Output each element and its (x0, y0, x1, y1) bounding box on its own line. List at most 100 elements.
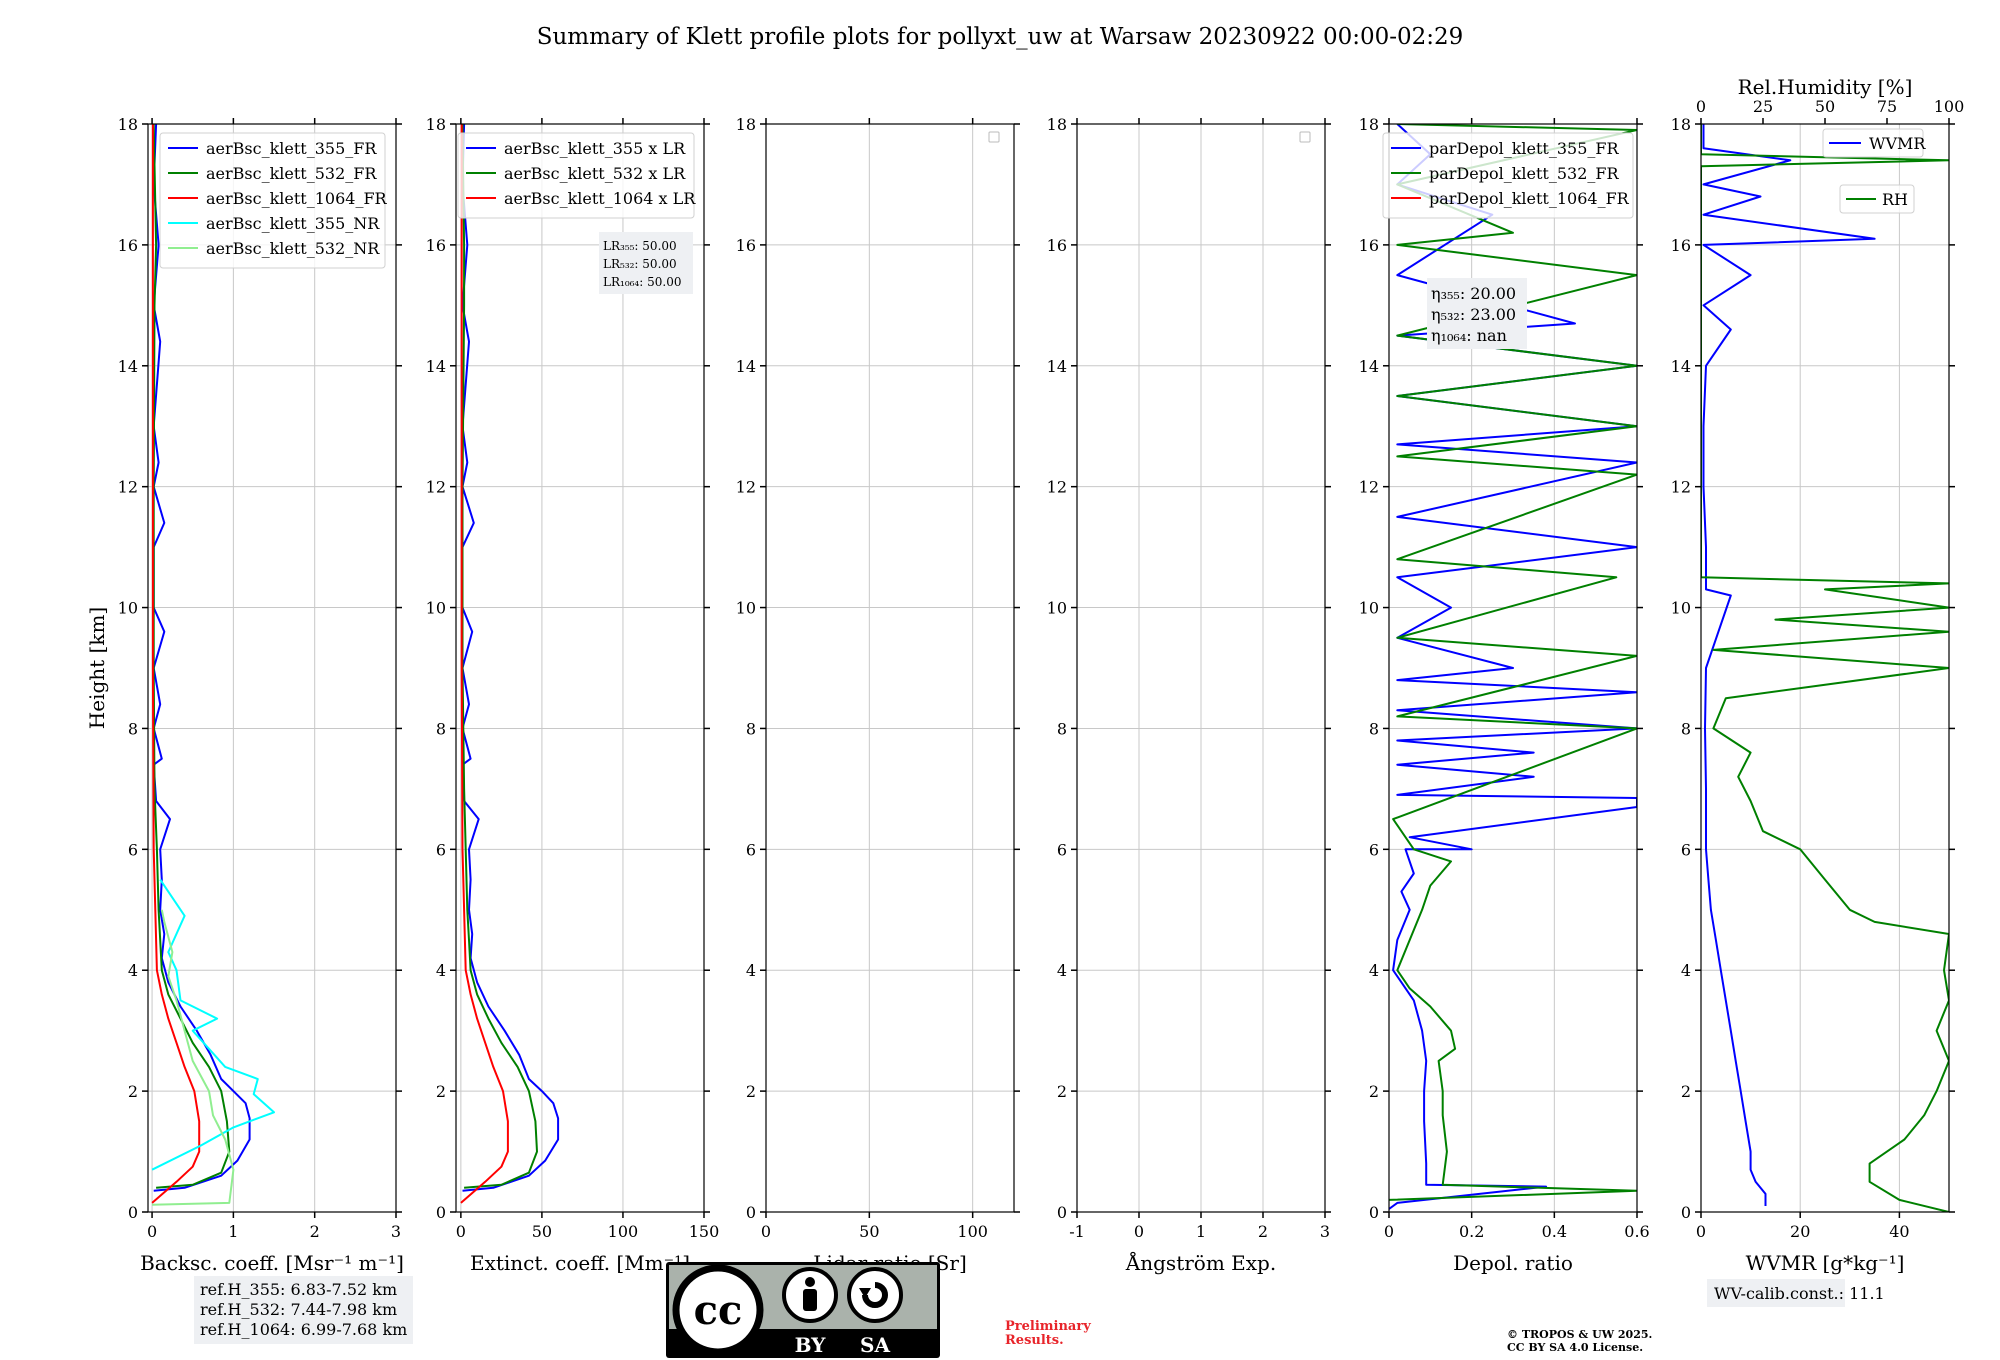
y-tick-label: 0 (436, 1203, 446, 1222)
y-tick-label: 14 (1359, 357, 1379, 376)
x-tick-label: 1 (1196, 1222, 1206, 1241)
x-tick-label: 0 (1134, 1222, 1144, 1241)
preliminary-results-note: Preliminary Results. (1005, 1320, 1091, 1348)
legend-box (457, 132, 695, 219)
y-tick-label: 12 (1359, 478, 1379, 497)
y-tick-label: 10 (426, 599, 446, 618)
copyright-note: © TROPOS & UW 2025. CC BY SA 4.0 License… (1507, 1328, 1652, 1354)
x-axis-label: Extinct. coeff. [Mm⁻¹] (470, 1251, 690, 1275)
y-tick-label: 14 (426, 357, 446, 376)
y-tick-label: 2 (746, 1082, 756, 1101)
y-tick-label: 10 (1671, 599, 1691, 618)
y-tick-label: 16 (1671, 236, 1691, 255)
plot-frame (1388, 123, 1638, 1213)
x2-tick-label: 100 (1934, 97, 1965, 116)
legend-entry: aerBsc_klett_355_NR (206, 214, 380, 233)
legend-entry: aerBsc_klett_532_NR (206, 239, 380, 258)
y-tick-label: 16 (118, 236, 138, 255)
preliminary-line-1: Preliminary (1005, 1319, 1091, 1334)
legend-box-rh (1839, 184, 1915, 214)
copyright-line-1: © TROPOS & UW 2025. (1507, 1328, 1653, 1341)
y-tick-label: 0 (1369, 1203, 1379, 1222)
series-line-aerBsc_klett_532_NR (152, 909, 235, 1206)
sa-share-icon (847, 1267, 903, 1323)
chart-panel-4: 0 2 4 6 8 10 12 14 16 18 0 0.2 0.4 0.6 Depol. ratio par… (1359, 115, 1650, 1275)
series-line-aerBsc_klett_355_FR (152, 124, 251, 1192)
legend-entry: parDepol_klett_355_FR (1429, 139, 1620, 158)
y-tick-label: 18 (736, 115, 756, 134)
ref-height-355: ref.H_355: 6.83-7.52 km (200, 1280, 398, 1299)
y-tick-label: 12 (118, 478, 138, 497)
annotation-box (1707, 1279, 1845, 1307)
series-line-aerBsc_klett_1064_FR (151, 124, 201, 1204)
annotation-line: η₃₅₅: 20.00 (1431, 284, 1516, 303)
y-tick-label: 14 (1047, 357, 1067, 376)
y-tick-label: 16 (736, 236, 756, 255)
y-tick-label: 10 (1359, 599, 1379, 618)
legend-box (159, 132, 386, 269)
cc-letters: cc (694, 1287, 743, 1334)
y-tick-label: 2 (436, 1082, 446, 1101)
chart-panel-1: 0 2 4 6 8 10 12 14 16 18 0 50 100 150 Extinct. coeff. … (426, 115, 720, 1275)
legend-entry: aerBsc_klett_1064_FR (206, 189, 388, 208)
sa-arrow-arc (862, 1282, 888, 1308)
legend-entry: RH (1882, 190, 1908, 209)
y-tick-label: 6 (746, 840, 756, 859)
legend-entry: aerBsc_klett_532 x LR (504, 164, 686, 183)
annotation-line: LR₃₅₅: 50.00 (603, 239, 677, 253)
cc-by-sa-license-badge: cc BY SA (666, 1262, 940, 1358)
x2-tick-label: 75 (1877, 97, 1897, 116)
cc-circle-icon (672, 1264, 764, 1356)
x-tick-label: 0 (456, 1222, 466, 1241)
x-tick-label: 40 (1889, 1222, 1909, 1241)
x-tick-label: 0 (1384, 1222, 1394, 1241)
x2-tick-label: 0 (1696, 97, 1706, 116)
y-tick-label: 4 (128, 961, 138, 980)
x-tick-label: 0 (1696, 1222, 1706, 1241)
chart-panel-5: 0 2 4 6 8 10 12 14 16 18 0 20 40 WVMR [g*kg⁻¹] 0 25 50 75… (1671, 75, 1965, 1307)
y-tick-label: 18 (426, 115, 446, 134)
y-tick-label: 4 (1369, 961, 1379, 980)
x-tick-label: 100 (957, 1222, 988, 1241)
y-tick-label: 18 (1359, 115, 1379, 134)
y-tick-label: 8 (436, 719, 446, 738)
plot-frame (147, 123, 397, 1213)
y-tick-label: 18 (118, 115, 138, 134)
series-line-aerBsc_klett_355 x LR (461, 124, 560, 1192)
series-line-WVMR (1702, 124, 1876, 1206)
ref-height-box: ref.H_355: 6.83-7.52 km ref.H_532: 7.44-… (194, 1276, 414, 1344)
y-tick-label: 0 (128, 1203, 138, 1222)
ref-height-1064: ref.H_1064: 6.99-7.68 km (200, 1320, 408, 1339)
legend-entry: WVMR (1869, 134, 1926, 153)
y-tick-label: 18 (1671, 115, 1691, 134)
x-tick-label: 50 (859, 1222, 879, 1241)
by-person-head (805, 1277, 815, 1287)
x-axis-label: Depol. ratio (1453, 1251, 1573, 1275)
y-tick-label: 12 (1671, 478, 1691, 497)
y-tick-label: 16 (426, 236, 446, 255)
x-tick-label: 0.4 (1542, 1222, 1567, 1241)
y-tick-label: 2 (128, 1082, 138, 1101)
series-group (1701, 124, 1949, 1212)
y-tick-label: 6 (1681, 840, 1691, 859)
y-tick-label: 2 (1057, 1082, 1067, 1101)
copyright-line-2: CC BY SA 4.0 License. (1507, 1341, 1644, 1354)
y-tick-label: 10 (736, 599, 756, 618)
y-tick-label: 14 (118, 357, 138, 376)
x-tick-label: 3 (391, 1222, 401, 1241)
y-tick-label: 2 (1681, 1082, 1691, 1101)
x-tick-label: 2 (1258, 1222, 1268, 1241)
annotation-line: η₁₀₆₄: nan (1431, 326, 1507, 345)
legend-entry: aerBsc_klett_532_FR (206, 164, 377, 183)
legend-box-wvmr (1822, 128, 1924, 158)
annotation-line: η₅₃₂: 23.00 (1431, 305, 1516, 324)
y-tick-label: 12 (426, 478, 446, 497)
y-tick-label: 0 (746, 1203, 756, 1222)
x2-tick-label: 25 (1753, 97, 1773, 116)
x-axis-label: Ångström Exp. (1125, 1250, 1276, 1275)
preliminary-line-2: Results. (1005, 1333, 1064, 1348)
y-tick-label: 16 (1359, 236, 1379, 255)
figure-title: Summary of Klett profile plots for polly… (537, 24, 1464, 50)
